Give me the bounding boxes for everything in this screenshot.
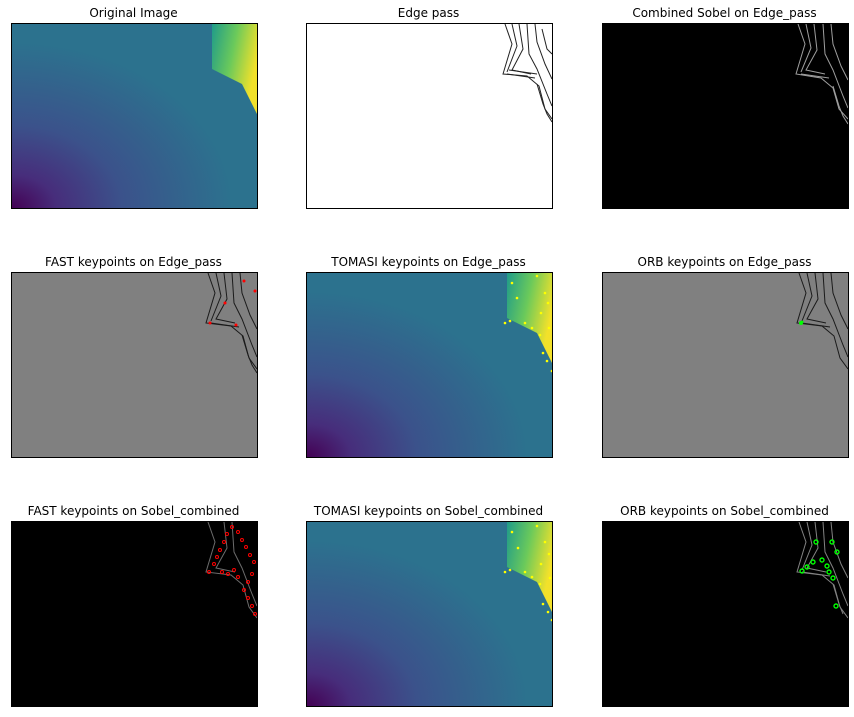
keypoint (810, 559, 816, 565)
keypoint (550, 618, 552, 622)
original-image-panel (11, 23, 258, 209)
original-image (12, 24, 257, 208)
keypoint (813, 539, 819, 545)
keypoint (232, 568, 236, 572)
keypoint (800, 320, 804, 324)
keypoint (543, 291, 547, 295)
keypoint (515, 296, 519, 300)
keypoint (222, 540, 226, 544)
keypoint (246, 596, 250, 600)
keypoint (830, 575, 836, 581)
keypoint (212, 562, 216, 566)
keypoint (242, 588, 246, 592)
orb-sobel-panel (602, 521, 849, 707)
keypoint (538, 582, 542, 586)
edge-pass-image (307, 24, 552, 208)
keypoint (218, 548, 222, 552)
keypoint (234, 323, 238, 327)
keypoint (539, 562, 543, 566)
keypoint (503, 570, 507, 574)
keypoint (508, 568, 512, 572)
keypoint (220, 570, 224, 574)
orb-edge-image (603, 273, 848, 457)
keypoint (240, 538, 244, 542)
keypoint (545, 359, 549, 363)
keypoint (547, 552, 551, 556)
keypoint (208, 321, 212, 325)
keypoint (541, 602, 545, 606)
keypoint (242, 279, 246, 283)
keypoint (225, 532, 229, 536)
panel-title-tomasi-sobel: TOMASI keypoints on Sobel_combined (313, 504, 544, 518)
keypoint (539, 311, 543, 315)
keypoint (829, 539, 835, 545)
keypoint (530, 575, 534, 579)
keypoint (236, 530, 240, 534)
tomasi-edge-panel (306, 272, 553, 458)
orb-sobel-image (603, 522, 848, 706)
keypoint (535, 524, 539, 528)
orb-edge-panel (602, 272, 849, 458)
keypoint (799, 568, 805, 574)
keypoint (824, 563, 830, 569)
keypoint (230, 525, 234, 529)
edge-pass-panel (306, 23, 553, 209)
keypoint (223, 301, 227, 305)
keypoint (250, 572, 254, 576)
keypoint (547, 326, 551, 330)
fast-edge-image (12, 273, 257, 457)
keypoint (253, 289, 257, 293)
keypoint (516, 546, 520, 550)
fast-sobel-panel (11, 521, 258, 707)
keypoint (510, 281, 514, 285)
fast-edge-panel (11, 272, 258, 458)
keypoint (523, 321, 527, 325)
panel-title-edge: Edge pass (397, 6, 460, 20)
keypoint (215, 555, 219, 559)
keypoint (546, 610, 550, 614)
keypoint (523, 570, 527, 574)
keypoint (833, 603, 839, 609)
sobel-image (603, 24, 848, 208)
keypoint (246, 580, 250, 584)
keypoint (541, 351, 545, 355)
tomasi-sobel-panel (306, 521, 553, 707)
keypoint (804, 564, 810, 570)
keypoint (826, 569, 832, 575)
keypoint (510, 530, 514, 534)
keypoint (508, 319, 512, 323)
keypoint (207, 570, 211, 574)
keypoint (236, 575, 240, 579)
fast-sobel-image (12, 522, 257, 706)
panel-title-original: Original Image (89, 6, 178, 20)
tomasi-edge-image (307, 273, 552, 457)
keypoint (252, 560, 256, 564)
keypoint (543, 540, 547, 544)
keypoint (530, 326, 534, 330)
keypoint (226, 572, 230, 576)
keypoint (248, 553, 252, 557)
panel-title-orb-edge: ORB keypoints on Edge_pass (637, 255, 812, 269)
keypoint (535, 274, 539, 278)
keypoint (550, 369, 552, 373)
keypoint (538, 333, 542, 337)
panel-title-tomasi-edge: TOMASI keypoints on Edge_pass (331, 255, 526, 269)
panel-title-orb-sobel: ORB keypoints on Sobel_combined (620, 504, 829, 518)
panel-title-fast-edge: FAST keypoints on Edge_pass (45, 255, 222, 269)
keypoint (250, 604, 254, 608)
keypoint (819, 557, 825, 563)
panel-title-sobel: Combined Sobel on Edge_pass (632, 6, 817, 20)
panel-title-fast-sobel: FAST keypoints on Sobel_combined (27, 504, 240, 518)
sobel-panel (602, 23, 849, 209)
keypoint (253, 612, 257, 616)
keypoint (503, 321, 507, 325)
keypoint (548, 576, 552, 580)
keypoint (546, 301, 550, 305)
tomasi-sobel-image (307, 522, 552, 706)
keypoint (834, 549, 840, 555)
keypoint (244, 545, 248, 549)
